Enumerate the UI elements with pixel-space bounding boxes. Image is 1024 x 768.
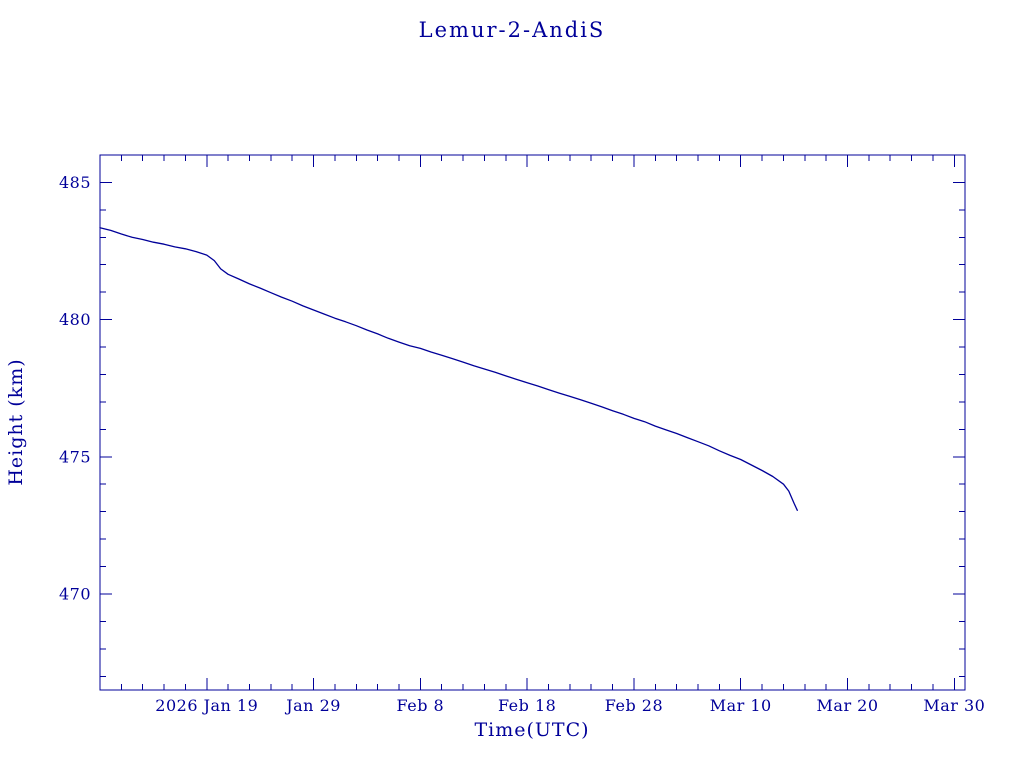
y-tick-label: 475 — [59, 447, 91, 466]
x-tick-label: Feb 8 — [397, 696, 445, 715]
y-tick-label: 485 — [59, 173, 91, 192]
x-tick-label: Mar 10 — [710, 696, 772, 715]
chart-title: Lemur-2-AndiS — [419, 18, 606, 42]
x-tick-label: Feb 28 — [605, 696, 663, 715]
plot-frame — [99, 154, 966, 691]
axis-ticks — [99, 154, 965, 690]
x-tick-label: Mar 30 — [923, 696, 985, 715]
x-tick-label: Jan 29 — [284, 696, 341, 715]
height-series-line — [99, 227, 798, 511]
y-axis-label: Height (km) — [5, 358, 27, 485]
axis-tick-labels: 2026 Jan 19 Jan 29 Feb 8 Feb 18 Feb 28 Mar 10… — [59, 173, 985, 715]
plot-border — [99, 154, 966, 691]
x-tick-label: 2026 Jan 19 — [155, 696, 258, 715]
y-tick-label: 470 — [59, 584, 91, 603]
x-tick-label: Mar 20 — [817, 696, 879, 715]
x-tick-label: Feb 18 — [498, 696, 556, 715]
y-tick-label: 480 — [59, 310, 91, 329]
x-axis-label: Time(UTC) — [474, 719, 589, 741]
data-line — [99, 227, 798, 511]
